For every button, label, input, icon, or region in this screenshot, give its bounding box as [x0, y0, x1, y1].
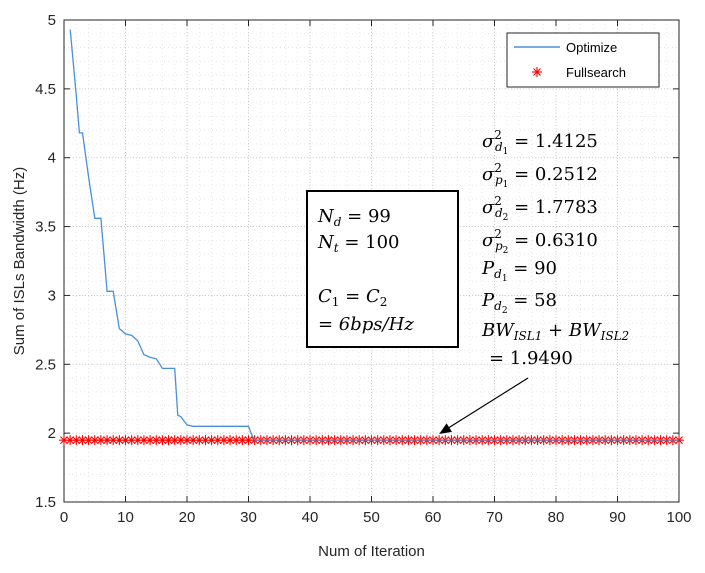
- fullsearch-point: [163, 435, 174, 446]
- asterisk-stroke: [103, 436, 111, 445]
- fullsearch-point: [182, 435, 192, 446]
- param-c-value: = 6bps/Hz: [318, 314, 414, 335]
- asterisk-stroke: [146, 436, 155, 445]
- annotation-arrow: [439, 377, 529, 435]
- asterisk-stroke: [164, 436, 173, 445]
- fullsearch-point: [138, 435, 149, 446]
- fullsearch-point: [206, 435, 217, 446]
- fullsearch-point: [65, 435, 76, 446]
- param-nt: Nt = 100: [318, 232, 400, 255]
- y-tick-label: 5: [48, 12, 56, 29]
- asterisk-stroke: [84, 436, 93, 445]
- result-sigma-p2: σ2p2 = 0.6310: [482, 227, 598, 256]
- y-axis-ticks: 1.5 2 2.5 3 3.5 4 4.5 5: [35, 12, 679, 511]
- asterisk-stroke: [90, 436, 99, 445]
- legend-fullsearch-label: Fullsearch: [566, 65, 626, 80]
- x-tick-label: 50: [363, 509, 380, 526]
- x-tick-label: 20: [179, 509, 196, 526]
- asterisk-stroke: [66, 436, 75, 445]
- x-tick-label: 60: [425, 509, 442, 526]
- asterisk-stroke: [176, 436, 185, 445]
- result-bw-sum: BWISL1 + BWISL2: [482, 320, 630, 343]
- x-axis-ticks: 0 10 20 30 40 50 60 70 80 90 100: [60, 20, 692, 526]
- fullsearch-point: [175, 435, 186, 446]
- asterisk-stroke: [238, 436, 247, 445]
- result-sigma-d1: σ2d1 = 1.4125: [482, 128, 598, 157]
- fullsearch-point: [59, 435, 69, 446]
- asterisk-stroke: [140, 436, 148, 445]
- asterisk-stroke: [195, 436, 204, 445]
- asterisk-stroke: [78, 436, 87, 445]
- asterisk-stroke: [232, 436, 241, 445]
- result-p-d2: Pd2 = 58: [482, 290, 557, 316]
- y-tick-label: 2.5: [35, 356, 56, 373]
- legend-box: [506, 32, 660, 88]
- result-sigma-d2: σ2d2 = 1.7783: [482, 194, 598, 223]
- y-tick-label: 3.5: [35, 219, 56, 236]
- asterisk-stroke: [533, 68, 541, 76]
- legend-fullsearch-swatch: [532, 67, 542, 77]
- asterisk-stroke: [127, 436, 136, 445]
- asterisk-stroke: [213, 436, 222, 445]
- x-tick-label: 0: [60, 509, 68, 526]
- parameters-box: Nd = 99 Nt = 100 C1 = C2 = 6bps/Hz: [306, 190, 459, 348]
- y-tick-label: 4: [48, 150, 56, 167]
- arrow-shaft: [444, 377, 529, 431]
- param-nd: Nd = 99: [318, 206, 391, 229]
- x-tick-label: 90: [609, 509, 626, 526]
- asterisk-stroke: [170, 436, 179, 445]
- x-tick-label: 100: [666, 509, 691, 526]
- asterisk-stroke: [189, 436, 198, 445]
- x-tick-label: 40: [302, 509, 319, 526]
- series-optimize-line: [69, 29, 679, 441]
- x-tick-label: 80: [548, 509, 565, 526]
- result-bw-value: = 1.9490: [489, 348, 573, 369]
- y-tick-label: 3: [48, 287, 56, 304]
- asterisk-stroke: [158, 436, 167, 445]
- x-tick-label: 70: [486, 509, 503, 526]
- asterisk-stroke: [133, 436, 142, 445]
- param-c1-c2: C1 = C2: [318, 286, 388, 309]
- asterisk-stroke: [244, 436, 253, 445]
- result-p-d1: Pd1 = 90: [482, 258, 557, 284]
- fullsearch-point: [120, 435, 131, 446]
- x-axis-label: Num of Iteration: [318, 543, 425, 560]
- fullsearch-point: [200, 435, 211, 446]
- y-tick-label: 4.5: [35, 81, 56, 98]
- asterisk-stroke: [207, 436, 216, 445]
- asterisk-stroke: [60, 436, 68, 445]
- legend-optimize-label: Optimize: [566, 40, 617, 55]
- legend: Optimize Fullsearch: [506, 32, 660, 88]
- y-axis-label: Sum of ISLs Bandwidth (Hz): [11, 167, 28, 355]
- asterisk-stroke: [121, 436, 130, 445]
- asterisk-stroke: [109, 436, 118, 445]
- y-tick-label: 1.5: [35, 494, 56, 511]
- x-tick-label: 30: [240, 509, 257, 526]
- y-tick-label: 2: [48, 425, 56, 442]
- asterisk-stroke: [152, 436, 161, 445]
- asterisk-stroke: [219, 436, 228, 445]
- result-sigma-p1: σ2p1 = 0.2512: [482, 161, 598, 190]
- arrow-head: [439, 423, 452, 435]
- asterisk-stroke: [226, 436, 234, 445]
- asterisk-stroke: [115, 436, 124, 445]
- legend-asterisk: [532, 67, 542, 77]
- asterisk-stroke: [201, 436, 210, 445]
- asterisk-stroke: [72, 436, 81, 445]
- asterisk-stroke: [183, 436, 191, 445]
- x-tick-label: 10: [117, 509, 134, 526]
- asterisk-stroke: [96, 436, 105, 445]
